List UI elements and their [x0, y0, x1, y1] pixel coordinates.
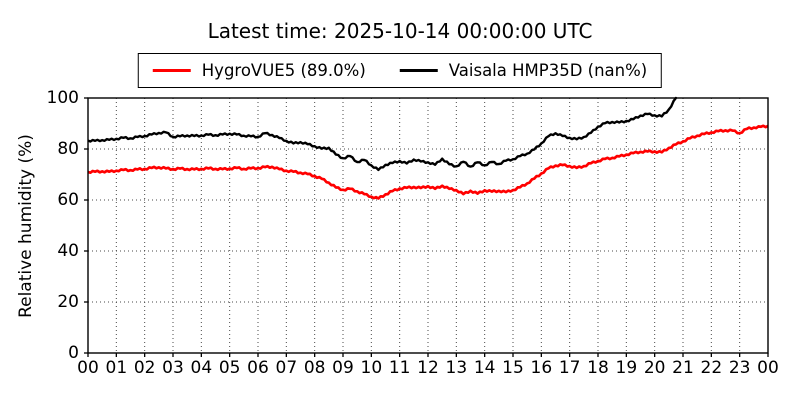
x-tick-label: 12: [417, 358, 439, 378]
x-tick-label: 13: [446, 358, 468, 378]
y-tick-label: 40: [57, 241, 79, 261]
x-tick-label: 03: [162, 358, 184, 378]
legend-line-sample-black: [399, 69, 438, 72]
x-tick-label: 07: [276, 358, 298, 378]
legend-label-hygrovue5: HygroVUE5 (89.0%): [201, 61, 366, 80]
x-tick-label: 16: [531, 358, 553, 378]
y-tick-label: 80: [57, 139, 79, 159]
x-tick-label: 15: [502, 358, 524, 378]
x-tick-label: 22: [701, 358, 723, 378]
x-tick-label: 06: [247, 358, 269, 378]
data-series: [88, 96, 768, 200]
y-axis-label: Relative humidity (%): [16, 134, 36, 318]
x-tick-label: 09: [332, 358, 354, 378]
x-tick-label: 04: [191, 358, 213, 378]
legend-item-vaisala: Vaisala HMP35D (nan%): [399, 61, 648, 80]
x-tick-label: 08: [304, 358, 326, 378]
x-tick-label: 17: [559, 358, 581, 378]
series-line-vaisala: [88, 96, 678, 172]
x-tick-label: 19: [616, 358, 638, 378]
legend-line-sample-red: [152, 69, 191, 72]
y-tick-label: 100: [47, 88, 79, 108]
x-tick-label: 14: [474, 358, 496, 378]
series-line-hygrovue5: [88, 124, 768, 200]
legend-item-hygrovue5: HygroVUE5 (89.0%): [152, 61, 366, 80]
x-tick-label: 18: [587, 358, 609, 378]
y-tick-label: 20: [57, 292, 79, 312]
x-tick-label: 01: [106, 358, 128, 378]
x-tick-label: 05: [219, 358, 241, 378]
x-tick-label: 00: [77, 358, 99, 378]
x-tick-label: 11: [389, 358, 411, 378]
legend: HygroVUE5 (89.0%) Vaisala HMP35D (nan%): [137, 53, 663, 88]
x-tick-label: 20: [644, 358, 666, 378]
x-tick-label: 02: [134, 358, 156, 378]
legend-label-vaisala: Vaisala HMP35D (nan%): [448, 61, 648, 80]
y-tick-label: 0: [68, 343, 79, 363]
x-tick-label: 23: [729, 358, 751, 378]
x-tick-label: 10: [361, 358, 383, 378]
chart-title: Latest time: 2025-10-14 00:00:00 UTC: [207, 19, 593, 43]
tick-labels: 00 01 02 03 04 05 06 07 08 09 10 11 12 13 14 15 16 17 18 19…: [47, 88, 779, 378]
grid-lines: [88, 98, 768, 353]
y-tick-label: 60: [57, 190, 79, 210]
plot-frame: [87, 97, 769, 354]
x-tick-label: 21: [672, 358, 694, 378]
x-tick-label: 00: [757, 358, 779, 378]
